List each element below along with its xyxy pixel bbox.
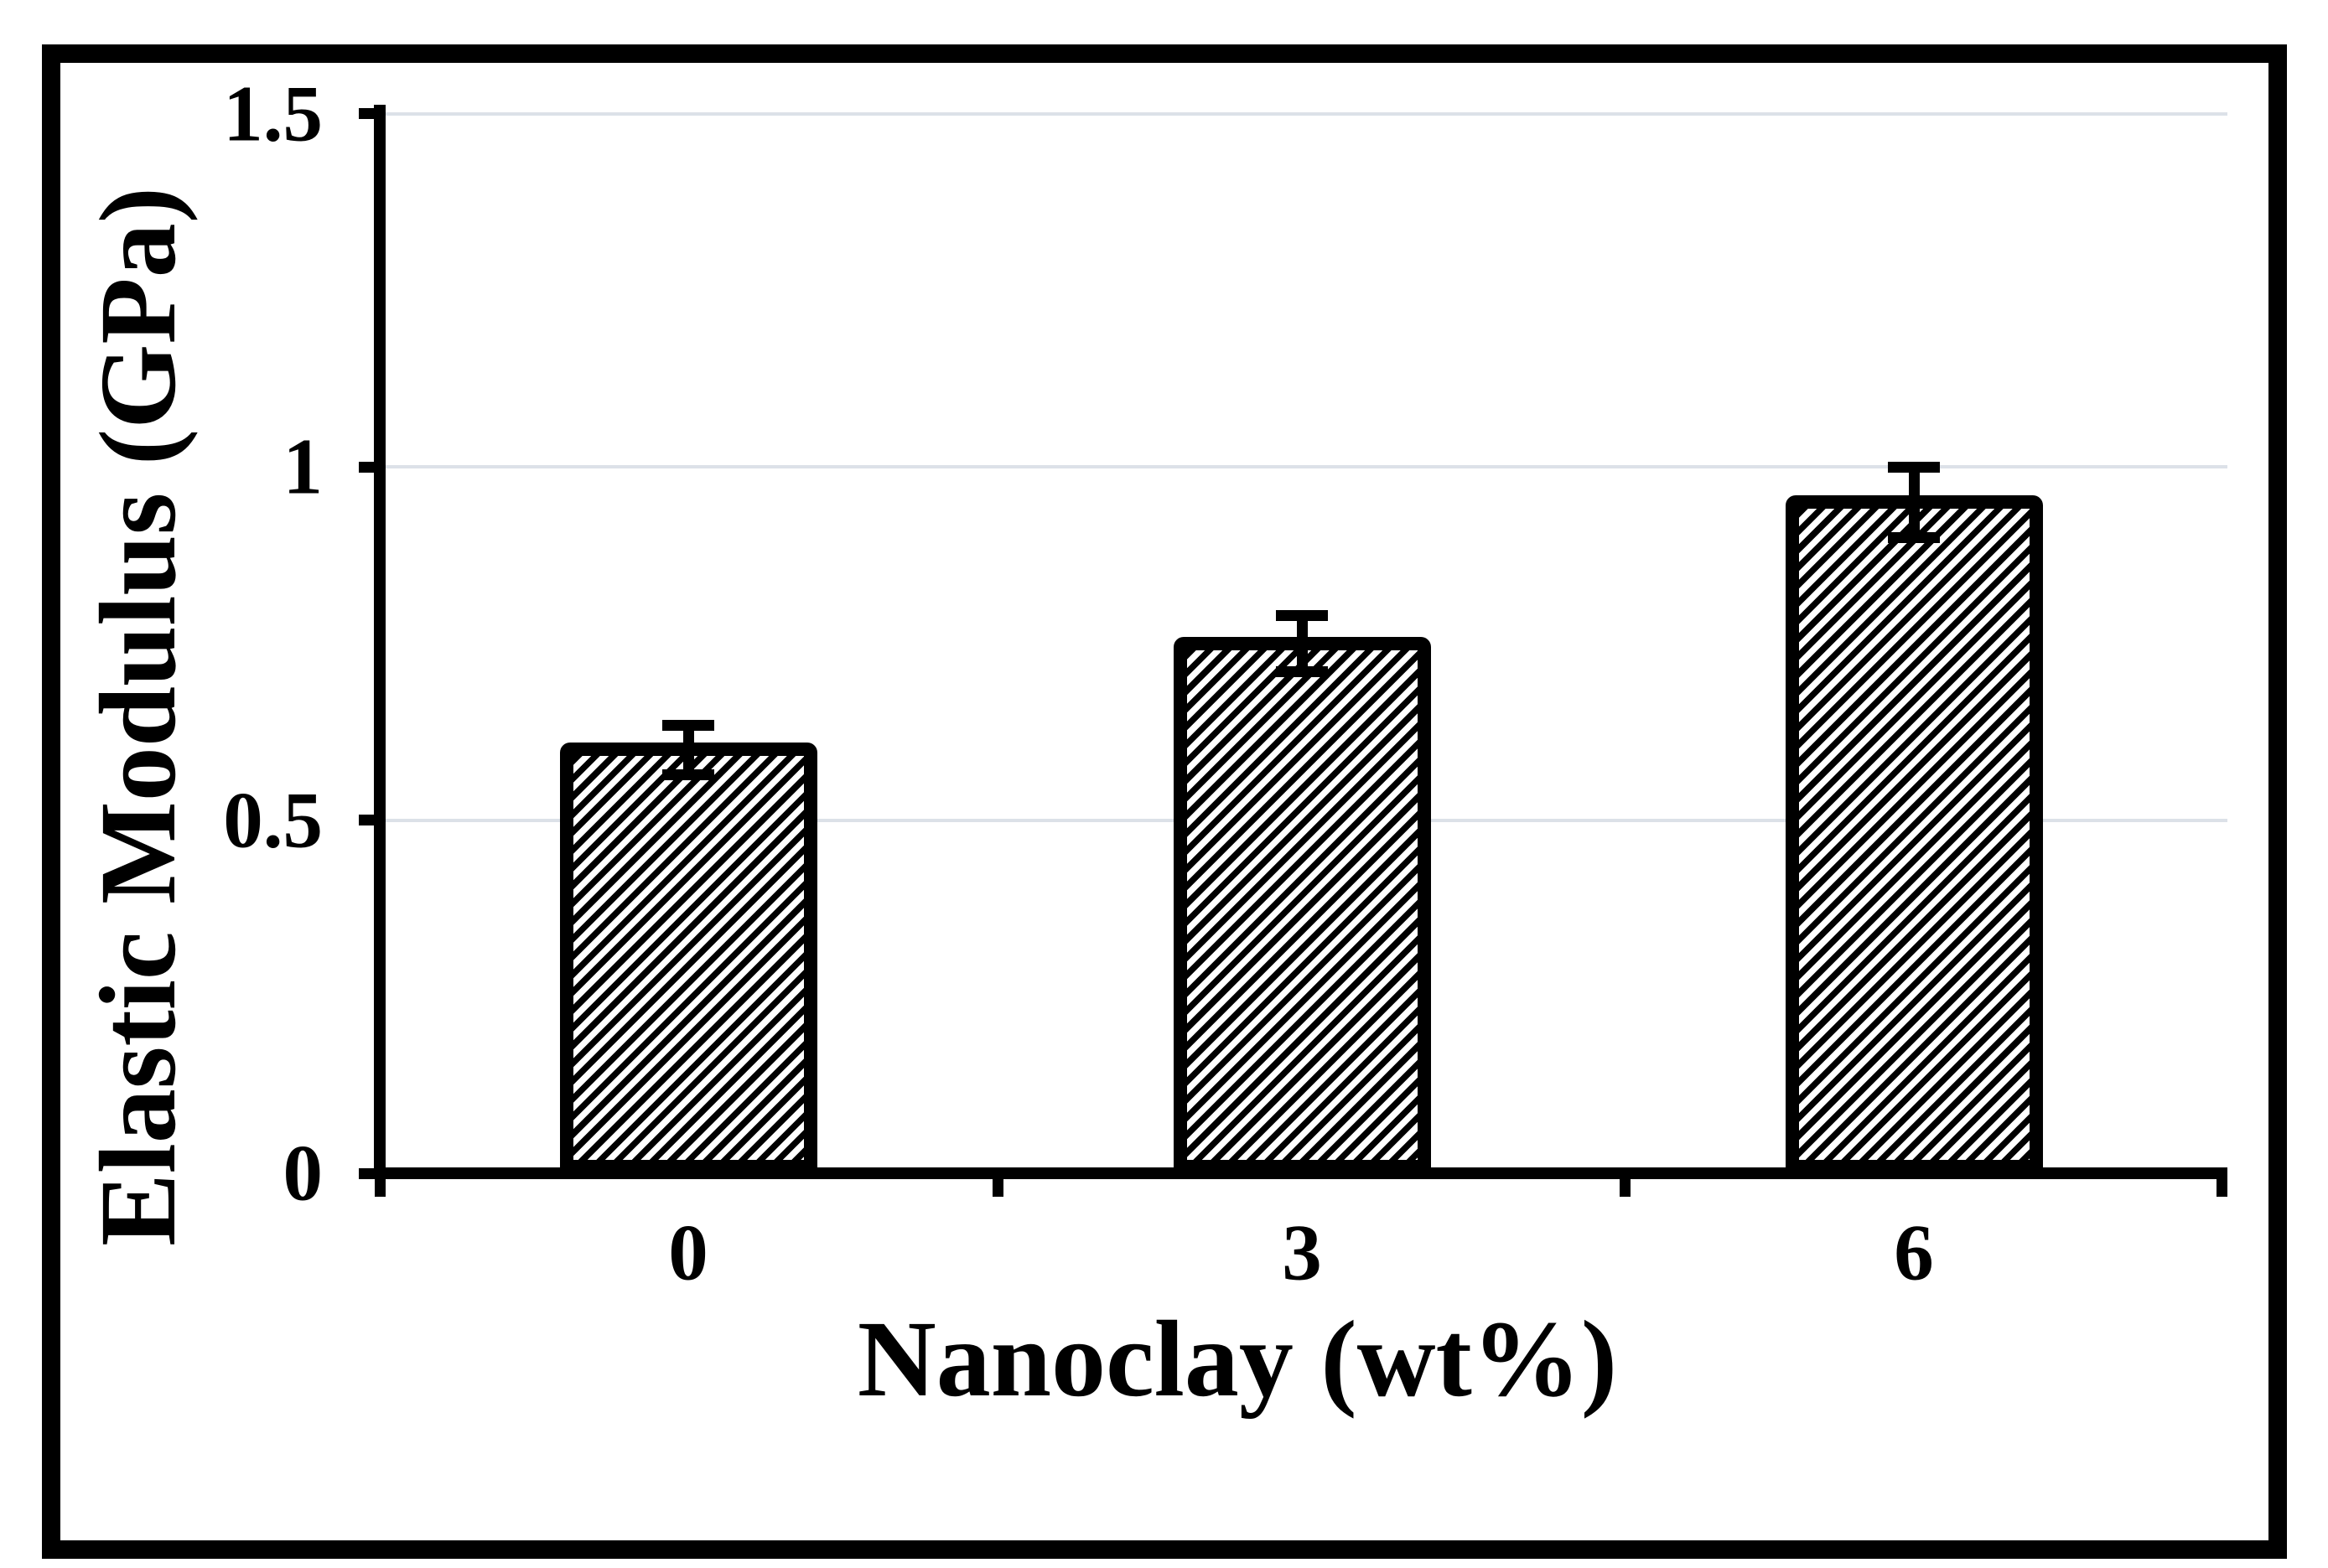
error-bar-cap-bottom <box>1276 666 1328 678</box>
error-bar-cap-top <box>1888 462 1940 473</box>
x-axis-tick <box>1619 1173 1631 1197</box>
x-axis-line <box>374 1167 2227 1179</box>
y-axis-tick <box>359 815 380 825</box>
error-bar-cap-bottom <box>662 768 714 780</box>
error-bar-cap-bottom <box>1888 532 1940 544</box>
y-tick-label: 1 <box>283 422 324 511</box>
figure-border <box>42 44 2287 1559</box>
gridline <box>386 465 2227 468</box>
y-axis-line <box>374 105 386 1179</box>
error-bar-stem <box>1908 467 1920 538</box>
x-axis-tick <box>374 1173 386 1197</box>
x-axis-tick <box>992 1173 1003 1197</box>
y-axis-tick <box>359 461 380 473</box>
y-tick-label: 0 <box>283 1128 324 1218</box>
bar <box>1785 495 2043 1173</box>
gridline <box>386 111 2227 116</box>
error-bar-cap-top <box>1276 610 1328 622</box>
x-tick-label: 0 <box>668 1208 708 1297</box>
y-tick-label: 0.5 <box>223 775 323 864</box>
x-axis-tick <box>2216 1173 2227 1197</box>
bar <box>559 743 817 1173</box>
error-bar-stem <box>1296 615 1308 672</box>
y-tick-label: 1.5 <box>223 69 323 158</box>
x-tick-label: 3 <box>1282 1208 1322 1297</box>
y-axis-tick <box>359 108 380 119</box>
error-bar-stem <box>682 724 694 774</box>
y-axis-title: Elastic Modulus (GPa) <box>78 187 199 1246</box>
x-tick-label: 6 <box>1894 1208 1934 1297</box>
bar <box>1173 636 1431 1173</box>
x-axis-title: Nanoclay (wt%) <box>857 1299 1618 1420</box>
error-bar-cap-top <box>662 719 714 731</box>
